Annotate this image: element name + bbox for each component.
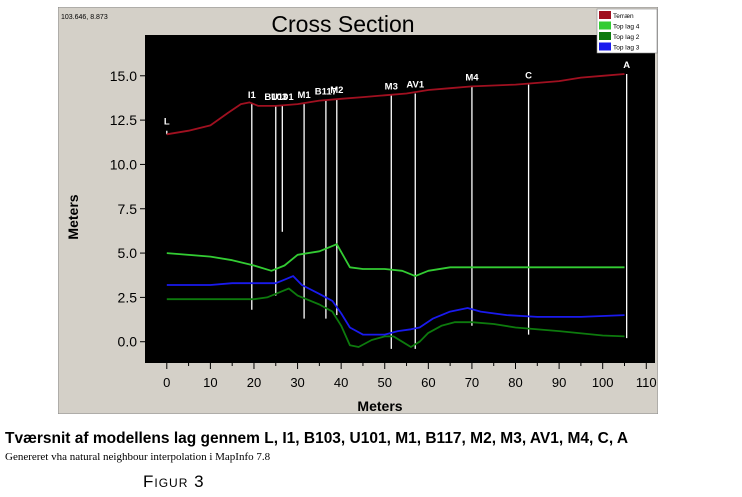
x-axis-label: Meters	[357, 398, 402, 414]
series-lines	[166, 73, 625, 348]
x-tick-label: 110	[636, 375, 657, 390]
marker-lines	[166, 74, 628, 349]
marker-label: U101	[271, 92, 294, 103]
chart-title: Cross Section	[271, 11, 414, 37]
x-tick-label: 60	[421, 375, 435, 390]
x-tick-label: 100	[592, 375, 614, 390]
marker-label: M2	[330, 85, 343, 96]
y-tick-label: 15.0	[110, 68, 137, 84]
marker-label: C	[525, 71, 532, 82]
series-line	[166, 73, 625, 136]
figure-label: Figur 3	[143, 472, 205, 491]
x-tick-label: 50	[378, 375, 392, 390]
marker-label: L	[164, 117, 170, 128]
x-tick-label: 90	[552, 375, 566, 390]
y-tick-label: 5.0	[118, 245, 138, 261]
x-tick-label: 70	[465, 375, 479, 390]
legend-label: Terræn	[613, 13, 634, 20]
marker-label: B117	[315, 87, 337, 98]
y-tick-label: 0.0	[118, 334, 138, 350]
y-tick-label: 2.5	[118, 289, 138, 305]
marker-label: A	[623, 60, 630, 71]
marker-label: M1	[298, 90, 312, 101]
marker-label: B103	[264, 92, 287, 103]
legend: Terræn Top lag 4 Top lag 2 Top lag 3	[596, 8, 658, 54]
cross-section-chart: 103.646, 8.873 Cross Section Meters Mete…	[58, 7, 658, 414]
marker-label: M3	[385, 81, 398, 92]
marker-label: AV1	[406, 80, 424, 91]
caption-title: Tværsnit af modellens lag gennem L, I1, …	[5, 430, 629, 447]
y-tick-label: 12.5	[110, 112, 137, 128]
y-axis-label: Meters	[65, 194, 81, 239]
legend-label: Top lag 3	[613, 45, 640, 52]
marker-label: I1	[248, 90, 257, 101]
x-tick-label: 20	[247, 375, 261, 390]
legend-swatch	[599, 32, 611, 40]
legend-label: Top lag 2	[613, 34, 640, 41]
caption-subtitle: Genereret vha natural neighbour interpol…	[5, 451, 271, 463]
x-tick-label: 80	[508, 375, 522, 390]
series-line	[166, 287, 625, 348]
legend-swatch	[599, 42, 611, 51]
series-line	[166, 243, 625, 277]
series-line	[166, 275, 625, 336]
y-tick-label: 7.5	[118, 201, 138, 217]
y-tick-label: 10.0	[110, 156, 137, 172]
x-tick-label: 10	[203, 375, 217, 390]
marker-label: M4	[465, 72, 479, 83]
x-tick-label: 40	[334, 375, 348, 390]
cursor-readout: 103.646, 8.873	[61, 14, 108, 21]
legend-swatch	[599, 21, 611, 30]
axes: 0.0 2.5 5.0 7.5 10.0 12.5 15.0 0 10 20 30 40 50 60 70 8…	[110, 68, 657, 390]
x-tick-label: 0	[163, 375, 170, 390]
x-tick-label: 30	[290, 375, 304, 390]
plot-area	[145, 35, 655, 363]
legend-label: Top lag 4	[613, 24, 640, 31]
legend-swatch	[599, 11, 611, 19]
